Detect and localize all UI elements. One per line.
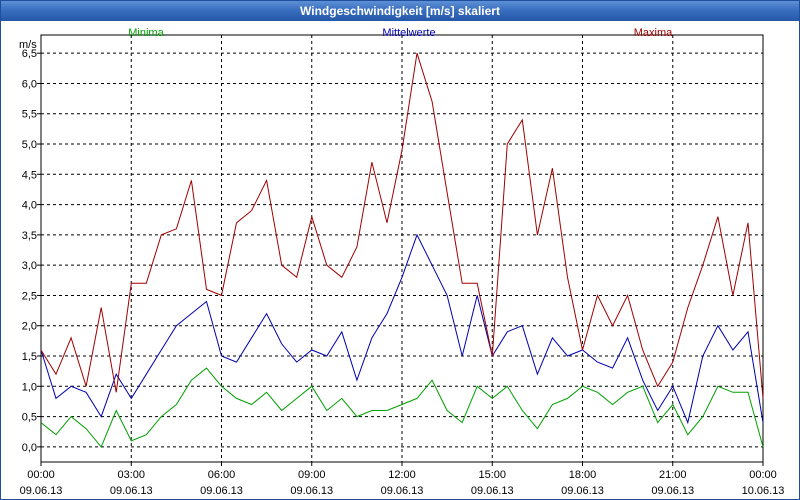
series-line-mittelwerte	[40, 233, 764, 425]
x-tick-time: 21:00	[659, 469, 687, 481]
x-tick-date: 09.06.13	[290, 485, 333, 497]
x-tick-date: 10.06.13	[742, 485, 785, 497]
plot-frame	[40, 34, 764, 463]
grid	[41, 35, 763, 462]
y-tick-label: 3,5	[22, 230, 37, 242]
x-tick-date: 09.06.13	[110, 485, 153, 497]
y-tick-label: 2,5	[22, 290, 37, 302]
y-tick-label: 2,0	[22, 321, 37, 333]
x-tick-time: 03:00	[117, 469, 145, 481]
legend-minima: Minima	[128, 27, 164, 39]
y-tick-label: 1,0	[22, 381, 37, 393]
x-tick-time: 18:00	[569, 469, 597, 481]
axes	[37, 34, 764, 466]
x-tick-labels: 00:00 09.06.13 03:00 09.06.13 06:00 09.06.13 0…	[20, 469, 785, 497]
legend-maxima: Maxima	[634, 27, 673, 39]
x-tick-time: 06:00	[208, 469, 236, 481]
legend-mittelwerte: Mittelwerte	[382, 27, 435, 39]
y-tick-label: 3,0	[22, 260, 37, 272]
x-tick-date: 09.06.13	[20, 485, 63, 497]
x-tick-time: 12:00	[388, 469, 416, 481]
x-tick-date: 09.06.13	[200, 485, 243, 497]
series	[40, 53, 764, 448]
x-tick-date: 09.06.13	[651, 485, 694, 497]
y-tick-label: 4,0	[22, 200, 37, 212]
x-tick-time: 00:00	[749, 469, 777, 481]
y-tick-labels: 0,0 0,5 1,0 1,5 2,0 2,5 3,0 3,5 4,0 4,5 5,0 5,5 6,0 6…	[22, 48, 37, 454]
y-tick-label: 0,5	[22, 412, 37, 424]
y-tick-label: 1,5	[22, 351, 37, 363]
y-tick-label: 6,5	[22, 48, 37, 60]
y-tick-label: 4,5	[22, 169, 37, 181]
x-tick-time: 09:00	[298, 469, 326, 481]
chart: 0,0 0,5 1,0 1,5 2,0 2,5 3,0 3,5 4,0 4,5 5,0 5,5 6,0 6…	[19, 27, 785, 497]
y-tick-label: 5,0	[22, 139, 37, 151]
x-tick-date: 09.06.13	[381, 485, 424, 497]
series-line-minima	[40, 367, 764, 448]
y-tick-label: 0,0	[22, 442, 37, 454]
window-title: Windgeschwindigkeit [m/s] skaliert	[1, 1, 799, 21]
y-tick-label: 5,5	[22, 109, 37, 121]
x-tick-time: 00:00	[27, 469, 55, 481]
y-axis-label: m/s	[19, 39, 37, 51]
legend: Minima Mittelwerte Maxima	[128, 27, 673, 39]
x-tick-time: 15:00	[478, 469, 506, 481]
y-tick-label: 6,0	[22, 78, 37, 90]
x-tick-date: 09.06.13	[561, 485, 604, 497]
x-tick-date: 09.06.13	[471, 485, 514, 497]
series-line-maxima	[40, 53, 764, 399]
